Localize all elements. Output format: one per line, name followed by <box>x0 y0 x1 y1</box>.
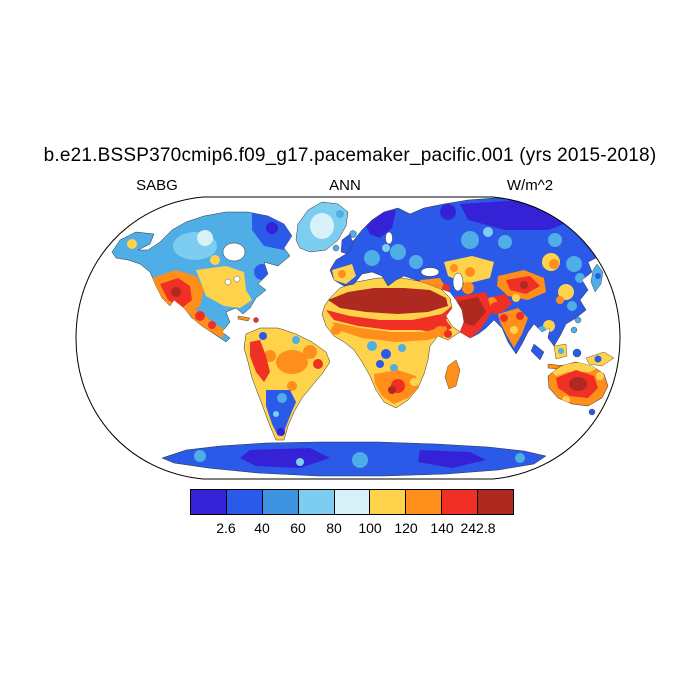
colorbar-cell <box>405 489 443 515</box>
continent-south-america <box>243 327 331 441</box>
island-iceland <box>349 230 357 238</box>
colorbar-ticks: 2.6 40 60 80 100 120 140 242.8 <box>190 520 514 538</box>
colorbar-cell <box>297 489 335 515</box>
colorbar-tick-label: 120 <box>394 520 418 536</box>
land-layer <box>111 197 620 477</box>
continent-antarctica <box>161 441 547 477</box>
colorbar-tick-label: 140 <box>430 520 454 536</box>
colorbar <box>190 489 515 515</box>
island-ireland <box>332 244 340 252</box>
colorbar-tick-label: 40 <box>254 520 270 536</box>
aggregation-label: ANN <box>329 177 361 194</box>
colorbar-cell <box>225 489 263 515</box>
island-tasmania <box>588 408 596 416</box>
map-outline <box>75 196 621 480</box>
colorbar-tick-label: 60 <box>290 520 306 536</box>
island-new-zealand-north <box>612 400 620 408</box>
colorbar-cell <box>261 489 299 515</box>
island-madagascar <box>444 359 461 390</box>
continent-australia <box>547 361 620 417</box>
colorbar-cell <box>441 489 479 515</box>
continent-africa <box>321 277 461 409</box>
island-japan-spot <box>595 273 601 279</box>
colorbar-tick-label: 100 <box>358 520 382 536</box>
continent-north-america <box>111 211 293 343</box>
colorbar-cell <box>477 489 515 515</box>
island-hispaniola <box>253 317 259 323</box>
colorbar-tick-label: 242.8 <box>460 520 496 536</box>
colorbar-cell <box>333 489 371 515</box>
colorbar-tick-label: 80 <box>326 520 342 536</box>
colorbar-cell <box>369 489 407 515</box>
island-cuba <box>237 315 251 322</box>
greenland <box>295 201 357 253</box>
island-britain <box>340 233 354 255</box>
colorbar-tick-label: 2.6 <box>216 520 236 536</box>
colorbar-cell <box>190 489 227 515</box>
maritime-continent <box>530 316 615 371</box>
units-label: W/m^2 <box>506 177 554 194</box>
island-new-zealand-south <box>617 409 620 417</box>
variable-label: SABG <box>136 177 178 194</box>
plot-title: b.e21.BSSP370cmip6.f09_g17.pacemaker_pac… <box>43 145 657 166</box>
